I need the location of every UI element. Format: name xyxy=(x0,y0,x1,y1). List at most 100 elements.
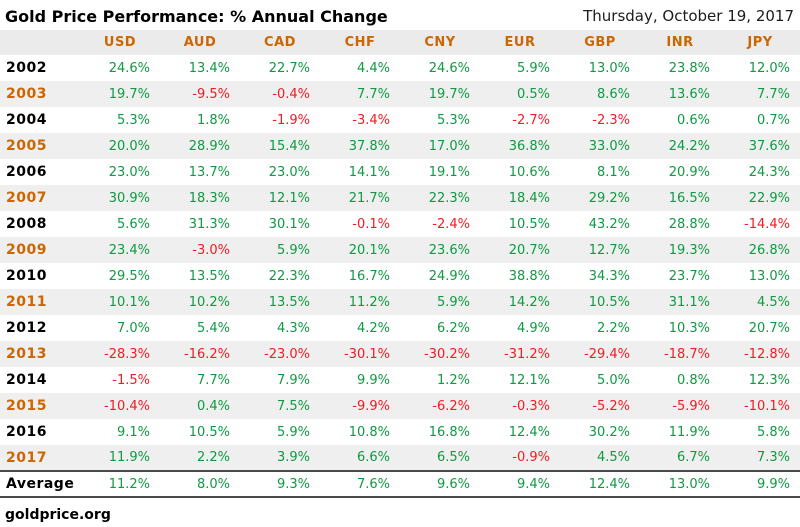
row-label: 2008 xyxy=(6,216,47,232)
value-cell: 13.5% xyxy=(268,294,310,310)
row-label: 2016 xyxy=(6,424,47,440)
value-cell: 16.5% xyxy=(668,190,710,206)
value-cell: 4.5% xyxy=(596,450,630,465)
column-header-usd: USD xyxy=(103,35,137,50)
value-cell: 12.0% xyxy=(748,60,790,76)
value-cell: -2.7% xyxy=(512,112,550,128)
value-cell: -29.4% xyxy=(584,346,630,362)
annual-change-table: USD AUD CAD CHF CNY EUR GBP INR JPY 2002 24.6% 13.… xyxy=(0,30,800,498)
value-cell: 31.3% xyxy=(188,216,230,232)
row-label: 2003 xyxy=(6,86,47,102)
table-row-2015: 2015 -10.4% 0.4% 7.5% -9.9% -6.2% -0.3% -5.2% -5… xyxy=(0,393,800,419)
value-cell: -14.4% xyxy=(744,216,790,232)
value-cell: 5.9% xyxy=(436,294,470,310)
table-row-2012: 2012 7.0% 5.4% 4.3% 4.2% 6.2% 4.9% 2.2% 10.3% 20.… xyxy=(0,315,800,341)
source-link[interactable]: goldprice.org xyxy=(5,507,111,523)
value-cell: 5.8% xyxy=(756,424,790,440)
value-cell: -16.2% xyxy=(184,346,230,362)
value-cell: 1.2% xyxy=(436,372,470,388)
row-label: 2004 xyxy=(6,112,47,128)
row-label: 2005 xyxy=(6,138,47,154)
value-cell: 13.6% xyxy=(668,86,710,102)
value-cell: 9.9% xyxy=(356,372,390,388)
value-cell: 11.2% xyxy=(348,294,390,310)
value-cell: 0.6% xyxy=(676,112,710,128)
table-row-2006: 2006 23.0% 13.7% 23.0% 14.1% 19.1% 10.6% 8.1% 20… xyxy=(0,159,800,185)
value-cell: 4.2% xyxy=(356,320,390,336)
value-cell: 20.9% xyxy=(668,164,710,180)
value-cell: -0.1% xyxy=(352,216,390,232)
table-body: 2002 24.6% 13.4% 22.7% 4.4% 24.6% 5.9% 13.0% 23.… xyxy=(0,55,800,497)
value-cell: 12.1% xyxy=(508,372,550,388)
value-cell: 31.1% xyxy=(668,294,710,310)
value-cell: 8.0% xyxy=(196,476,230,492)
value-cell: 16.7% xyxy=(348,268,390,284)
value-cell: 10.1% xyxy=(108,294,150,310)
value-cell: 5.3% xyxy=(436,112,470,128)
row-label: 2015 xyxy=(6,398,47,414)
value-cell: 4.5% xyxy=(756,294,790,310)
value-cell: -9.5% xyxy=(192,86,230,102)
table-row-2007: 2007 30.9% 18.3% 12.1% 21.7% 22.3% 18.4% 29.2% 1… xyxy=(0,185,800,211)
value-cell: 22.3% xyxy=(428,190,470,206)
value-cell: -5.9% xyxy=(672,398,710,414)
value-cell: 9.3% xyxy=(276,476,310,492)
column-header-aud: AUD xyxy=(183,35,217,50)
value-cell: 20.7% xyxy=(748,320,790,336)
value-cell: -28.3% xyxy=(104,346,150,362)
value-cell: 24.6% xyxy=(428,60,470,76)
value-cell: -9.9% xyxy=(352,398,390,414)
value-cell: 19.3% xyxy=(668,242,710,258)
column-header-inr: INR xyxy=(666,35,694,50)
value-cell: -1.9% xyxy=(272,112,310,128)
table-row-2002: 2002 24.6% 13.4% 22.7% 4.4% 24.6% 5.9% 13.0% 23.… xyxy=(0,55,800,81)
value-cell: 11.9% xyxy=(108,450,150,465)
value-cell: 12.4% xyxy=(508,424,550,440)
page-title: Gold Price Performance: % Annual Change xyxy=(5,6,388,26)
value-cell: 9.4% xyxy=(516,476,550,492)
column-header-gbp: GBP xyxy=(584,35,616,50)
table-row-2014: 2014 -1.5% 7.7% 7.9% 9.9% 1.2% 12.1% 5.0% 0.8% 12… xyxy=(0,367,800,393)
value-cell: 6.6% xyxy=(356,450,390,465)
value-cell: 23.4% xyxy=(108,242,150,258)
value-cell: 0.7% xyxy=(756,112,790,128)
value-cell: 26.8% xyxy=(748,242,790,258)
column-header-cny: CNY xyxy=(424,35,456,50)
value-cell: 2.2% xyxy=(196,450,230,465)
value-cell: 37.8% xyxy=(348,138,390,154)
value-cell: 13.0% xyxy=(668,476,710,492)
row-label: Average xyxy=(6,476,75,492)
value-cell: 7.6% xyxy=(356,476,390,492)
value-cell: 38.8% xyxy=(508,268,550,284)
date-label: Thursday, October 19, 2017 xyxy=(583,7,794,25)
row-label: 2014 xyxy=(6,372,47,388)
value-cell: -6.2% xyxy=(432,398,470,414)
value-cell: 12.1% xyxy=(268,190,310,206)
value-cell: 24.2% xyxy=(668,138,710,154)
table-row-2009: 2009 23.4% -3.0% 5.9% 20.1% 23.6% 20.7% 12.7% 19… xyxy=(0,237,800,263)
value-cell: 13.4% xyxy=(188,60,230,76)
value-cell: 22.7% xyxy=(268,60,310,76)
value-cell: 9.9% xyxy=(756,476,790,492)
value-cell: 29.2% xyxy=(588,190,630,206)
value-cell: 12.3% xyxy=(748,372,790,388)
value-cell: 6.2% xyxy=(436,320,470,336)
value-cell: 10.5% xyxy=(508,216,550,232)
value-cell: 14.2% xyxy=(508,294,550,310)
value-cell: 10.8% xyxy=(348,424,390,440)
value-cell: 13.7% xyxy=(188,164,230,180)
value-cell: 10.5% xyxy=(188,424,230,440)
value-cell: 33.0% xyxy=(588,138,630,154)
value-cell: 9.1% xyxy=(116,424,150,440)
title-bar: Gold Price Performance: % Annual Change … xyxy=(0,0,800,30)
value-cell: -0.3% xyxy=(512,398,550,414)
value-cell: 14.1% xyxy=(348,164,390,180)
value-cell: 10.6% xyxy=(508,164,550,180)
table-row-2010: 2010 29.5% 13.5% 22.3% 16.7% 24.9% 38.8% 34.3% 2… xyxy=(0,263,800,289)
value-cell: 5.6% xyxy=(116,216,150,232)
row-label: 2002 xyxy=(6,60,47,76)
value-cell: -0.4% xyxy=(272,86,310,102)
value-cell: 5.0% xyxy=(596,372,630,388)
value-cell: 4.9% xyxy=(516,320,550,336)
value-cell: 28.9% xyxy=(188,138,230,154)
